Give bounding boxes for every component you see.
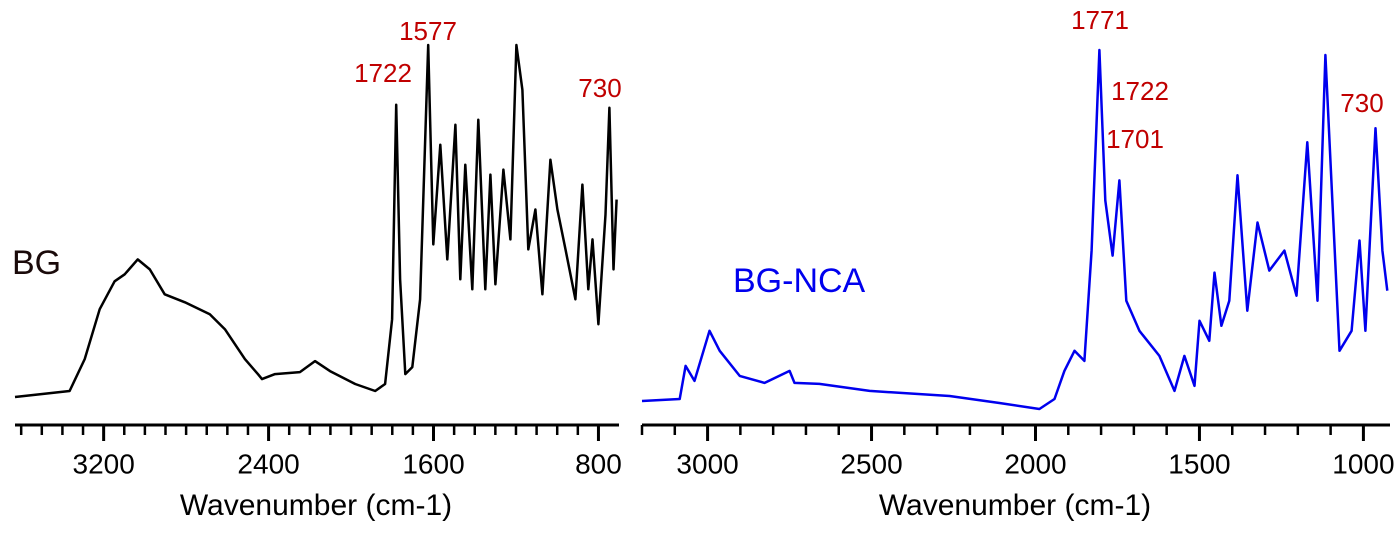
x-tick-label: 3000 — [676, 448, 738, 479]
x-axis-title: Wavenumber (cm-1) — [879, 489, 1151, 522]
peak-annotation: 1722 — [1111, 76, 1169, 106]
x-tick-label: 1600 — [402, 448, 464, 479]
peak-annotation: 1722 — [354, 58, 412, 88]
x-tick-label: 2000 — [1004, 448, 1066, 479]
x-tick-label: 1000 — [1332, 448, 1394, 479]
series-label: BG-NCA — [733, 262, 866, 300]
peak-annotation: 730 — [578, 73, 621, 103]
peak-annotation: 1577 — [399, 16, 457, 46]
spectrum-line — [14, 43, 618, 399]
series-label: BG — [12, 244, 61, 282]
x-tick-label: 2500 — [840, 448, 902, 479]
spectrum-line — [641, 48, 1389, 411]
x-tick-label: 1500 — [1168, 448, 1230, 479]
peak-annotation: 1771 — [1071, 5, 1129, 35]
x-tick-label: 3200 — [73, 448, 135, 479]
x-tick-label: 2400 — [237, 448, 299, 479]
peak-annotation: 730 — [1340, 88, 1383, 118]
x-axis-title: Wavenumber (cm-1) — [180, 489, 452, 522]
peak-annotation: 1701 — [1106, 124, 1164, 154]
x-tick-label: 800 — [575, 448, 622, 479]
